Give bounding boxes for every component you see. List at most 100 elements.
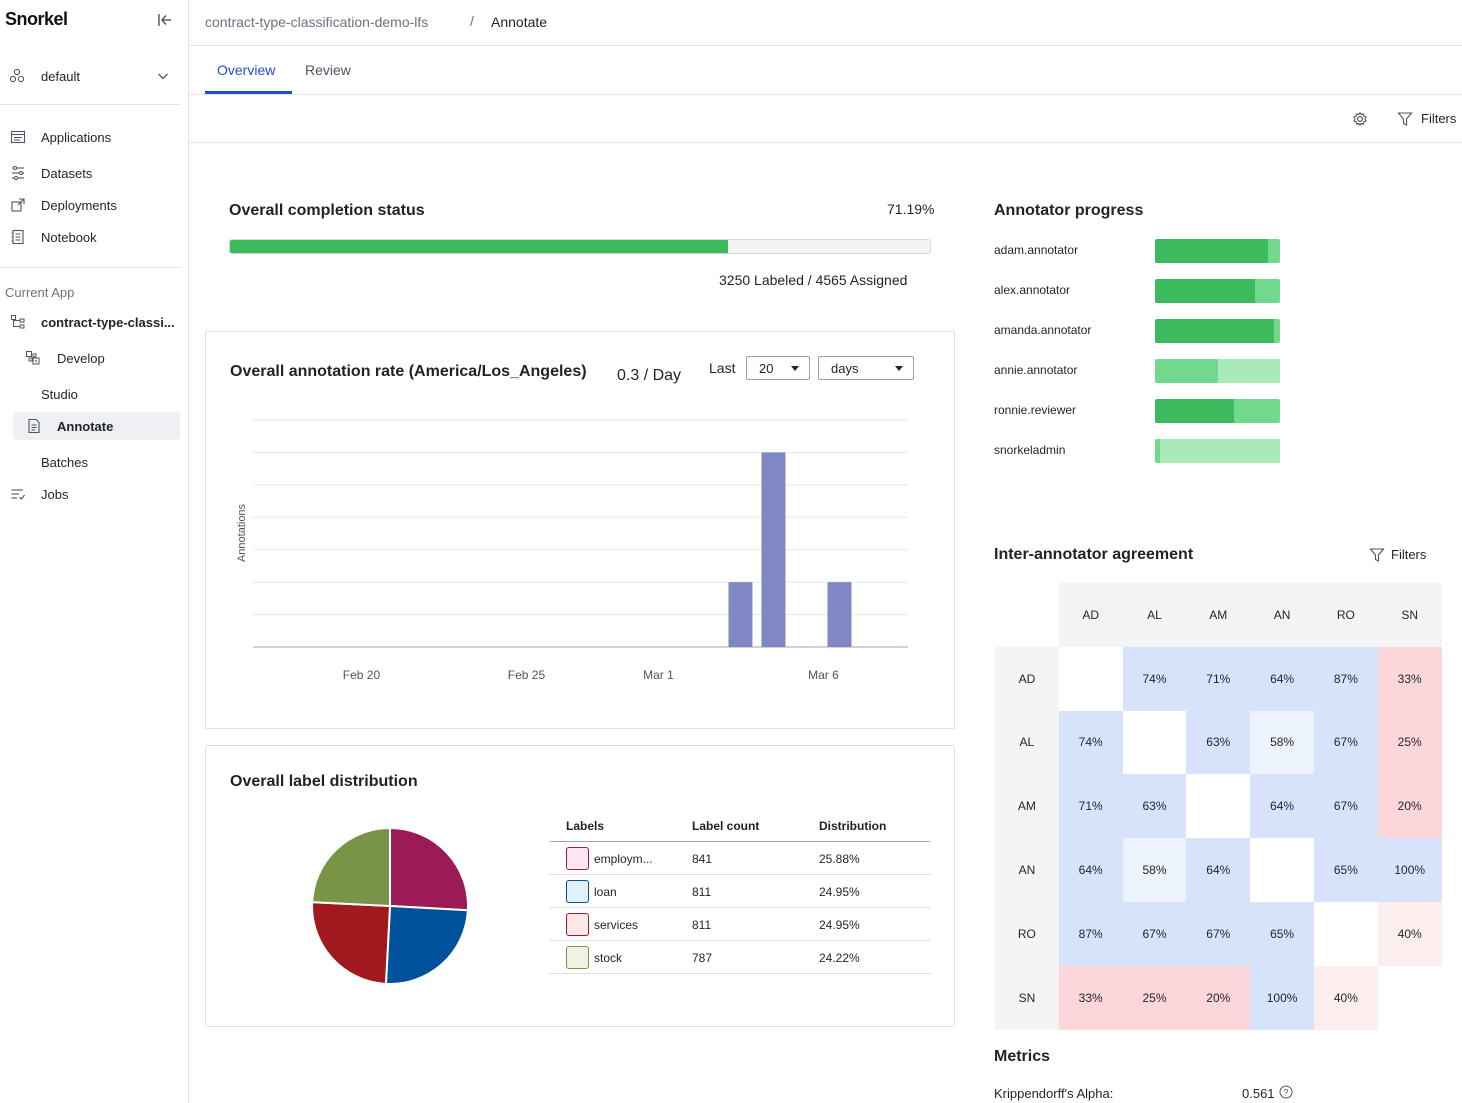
matrix-cell: 64%	[1250, 774, 1314, 839]
progress-segment	[1155, 399, 1234, 423]
label-percent: 24.95%	[819, 885, 860, 899]
current-app[interactable]: contract-type-classi...	[0, 308, 180, 336]
collapse-sidebar-icon[interactable]	[156, 11, 174, 29]
nav-batches[interactable]: Batches	[13, 448, 180, 476]
annotate-icon	[28, 418, 40, 434]
pie-slice	[384, 904, 469, 985]
annotator-progress-bar	[1155, 279, 1280, 303]
x-tick-label: Mar 1	[643, 668, 674, 682]
matrix-cell: 87%	[1058, 902, 1123, 966]
label-distribution-table: Labels Label count Distribution employm.…	[550, 810, 930, 974]
matrix-cell: 20%	[1186, 965, 1251, 1030]
chart-bar	[827, 582, 852, 647]
header: contract-type-classification-demo-lfs / …	[189, 0, 1462, 46]
table-row: loan 811 24.95%	[550, 875, 930, 908]
app-tree-icon	[11, 315, 25, 329]
period-unit-select[interactable]: days	[818, 356, 914, 380]
matrix-cell: 74%	[1122, 646, 1187, 711]
matrix-cell: 65%	[1250, 902, 1314, 966]
progress-segment	[1160, 439, 1280, 463]
nav-applications[interactable]: Applications	[0, 123, 180, 151]
completion-progress-bar	[229, 239, 931, 254]
table-header: Labels Label count Distribution	[550, 810, 930, 842]
matrix-cell: 100%	[1377, 838, 1442, 902]
annotator-progress-bar	[1155, 239, 1280, 263]
nav-label: Datasets	[41, 166, 93, 181]
label-name: stock	[594, 951, 623, 965]
table-row: stock 787 24.22%	[550, 941, 930, 974]
annotator-progress-bar	[1155, 399, 1280, 423]
gear-icon[interactable]	[1351, 110, 1369, 128]
rate-value: 0.3 / Day	[617, 367, 682, 384]
matrix-cell: 33%	[1058, 965, 1123, 1030]
workspace-selector[interactable]: default	[0, 58, 180, 94]
toolbar: Filters	[189, 95, 1462, 143]
label-name: employm...	[594, 852, 653, 866]
matrix-cell: 65%	[1314, 838, 1378, 902]
x-tick-label: Feb 20	[343, 668, 381, 682]
labeled-assigned-count: 3250 Labeled / 4565 Assigned	[719, 272, 908, 288]
matrix-cell: 25%	[1377, 710, 1442, 775]
distribution-title: Overall label distribution	[230, 773, 418, 790]
jobs-icon	[11, 489, 25, 500]
annotator-name: amanda.annotator	[994, 323, 1092, 337]
annotator-name: adam.annotator	[994, 243, 1079, 257]
notebook-icon	[11, 229, 24, 245]
column-header: Distribution	[819, 819, 887, 833]
matrix-cell: 71%	[1058, 774, 1123, 839]
chart-bar	[728, 582, 753, 647]
matrix-column-header: AL	[1122, 583, 1187, 647]
nav-notebook[interactable]: Notebook	[0, 223, 180, 251]
nav-deployments[interactable]: Deployments	[0, 191, 180, 219]
workspace-name: default	[41, 69, 81, 84]
progress-segment	[1217, 359, 1280, 383]
annotator-name: snorkeladmin	[994, 443, 1066, 457]
matrix-cell	[1058, 646, 1123, 711]
matrix-cell: 20%	[1377, 774, 1442, 839]
matrix-cell: 100%	[1250, 965, 1314, 1030]
label-percent: 24.22%	[819, 951, 860, 965]
pie-slice	[389, 826, 469, 912]
annotator-name: ronnie.reviewer	[994, 403, 1077, 417]
table-row: services 811 24.95%	[550, 908, 930, 941]
label-name: loan	[594, 885, 617, 899]
matrix-cell: 64%	[1250, 646, 1314, 711]
period-count-select[interactable]: 20	[746, 356, 810, 380]
nav-studio[interactable]: Studio	[13, 380, 180, 408]
workspace-icon	[9, 68, 25, 83]
sidebar-divider	[0, 267, 180, 268]
krippendorff-label: Krippendorff's Alpha:	[994, 1086, 1114, 1101]
column-header: Label count	[692, 819, 760, 833]
x-tick-label: Feb 25	[508, 668, 546, 682]
applications-icon	[10, 130, 26, 144]
nav-develop[interactable]: Develop	[13, 344, 180, 372]
breadcrumb-separator: /	[470, 13, 474, 29]
annotator-progress-bar	[1155, 359, 1280, 383]
annotator-name: alex.annotator	[994, 283, 1071, 297]
annotator-name: annie.annotator	[994, 363, 1078, 377]
matrix-cell	[1250, 838, 1314, 902]
nav-datasets[interactable]: Datasets	[0, 159, 180, 187]
matrix-cell: 40%	[1377, 902, 1442, 966]
nav-annotate[interactable]: Annotate	[13, 412, 180, 440]
active-tab-indicator	[205, 91, 292, 94]
matrix-cell: 63%	[1122, 774, 1187, 839]
metrics-title: Metrics	[994, 1048, 1051, 1065]
current-app-label: Current App	[5, 285, 75, 300]
annotator-progress-title: Annotator progress	[994, 202, 1144, 219]
rate-title: Overall annotation rate (America/Los_Ang…	[230, 363, 587, 380]
annotation-rate-card	[205, 331, 955, 729]
matrix-corner	[995, 583, 1059, 647]
label-percent: 24.95%	[819, 918, 860, 932]
annotator-progress-bar	[1155, 319, 1280, 343]
nav-jobs[interactable]: Jobs	[0, 480, 180, 508]
nav-label: Deployments	[41, 198, 117, 213]
matrix-cell: 71%	[1186, 646, 1251, 711]
tab-review[interactable]: Review	[305, 62, 351, 78]
matrix-cell: 87%	[1314, 646, 1378, 711]
label-color-swatch	[566, 880, 589, 903]
help-icon[interactable]: ?	[1279, 1085, 1293, 1099]
filters-label: Filters	[1421, 111, 1457, 126]
breadcrumb-app[interactable]: contract-type-classification-demo-lfs	[205, 14, 429, 30]
tab-overview[interactable]: Overview	[217, 62, 276, 78]
